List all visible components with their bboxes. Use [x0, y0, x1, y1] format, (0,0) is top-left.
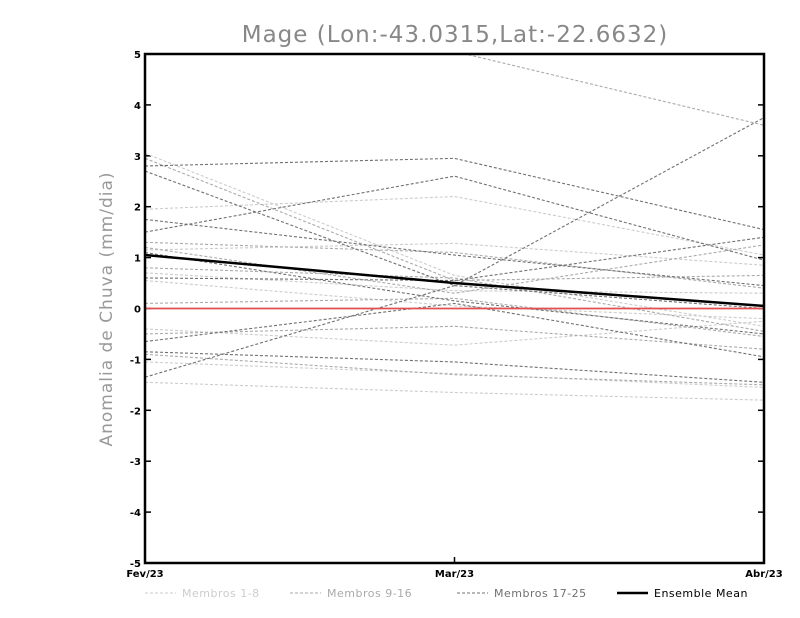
- member-series-line: [145, 152, 764, 327]
- member-series-line: [145, 170, 764, 310]
- x-tick-label: Fev/23: [126, 569, 163, 580]
- member-series-line: [145, 117, 764, 378]
- member-series-line: [145, 251, 764, 335]
- member-series-line: [145, 195, 764, 256]
- ensemble-mean-line: [144, 253, 765, 308]
- legend-label: Membros 17-25: [494, 587, 587, 600]
- y-tick-label: 3: [134, 152, 141, 163]
- member-series-line: [145, 351, 764, 383]
- y-tick-label: 5: [134, 50, 141, 61]
- y-tick-labels: -5 -4 -3 -2 -1 0 1 2 3 4 5: [130, 50, 141, 570]
- y-tick-label: 4: [134, 101, 141, 112]
- member-series-line: [145, 353, 764, 386]
- y-tick-label: 1: [134, 254, 141, 265]
- x-tick-label: Abr/23: [745, 569, 782, 580]
- y-tick-label: -5: [130, 559, 141, 570]
- y-axis-label: Anomalia de Chuva (mm/dia): [97, 171, 117, 446]
- member-series-line: [145, 241, 764, 289]
- x-tick-labels: Fev/23 Mar/23 Abr/23: [126, 569, 782, 580]
- y-tick-label: -3: [130, 457, 141, 468]
- member-series-line: [145, 157, 764, 231]
- member-series-line: [145, 218, 764, 287]
- y-tick-label: -2: [130, 406, 141, 417]
- member-series-line: [145, 242, 764, 266]
- member-series-line: [145, 272, 764, 294]
- legend-label: Ensemble Mean: [654, 587, 748, 600]
- y-tick-label: 2: [134, 203, 141, 214]
- legend: Membros 1-8 Membros 9-16 Membros 17-25 Ense…: [145, 587, 748, 600]
- member-series-line: [145, 244, 764, 294]
- chart-title: Mage (Lon:-43.0315,Lat:-22.6632): [242, 22, 669, 48]
- y-tick-label: 0: [134, 305, 141, 316]
- member-series-line: [145, 157, 764, 282]
- member-series-line: [145, 279, 764, 320]
- member-series-line: [145, 320, 764, 346]
- legend-label: Membros 1-8: [182, 587, 260, 600]
- x-tick-label: Mar/23: [435, 569, 474, 580]
- y-tick-label: -1: [130, 355, 141, 366]
- member-series-line: [145, 236, 764, 282]
- member-series-line: [145, 381, 764, 401]
- y-tick-label: -4: [130, 508, 141, 519]
- member-series-line: [145, 302, 764, 358]
- plot-frame: [143, 52, 766, 565]
- member-series-line: [462, 54, 764, 126]
- legend-label: Membros 9-16: [327, 587, 412, 600]
- member-series-line: [145, 325, 764, 350]
- member-series-line: [145, 361, 764, 388]
- member-series: [145, 54, 764, 401]
- member-series-line: [145, 297, 764, 338]
